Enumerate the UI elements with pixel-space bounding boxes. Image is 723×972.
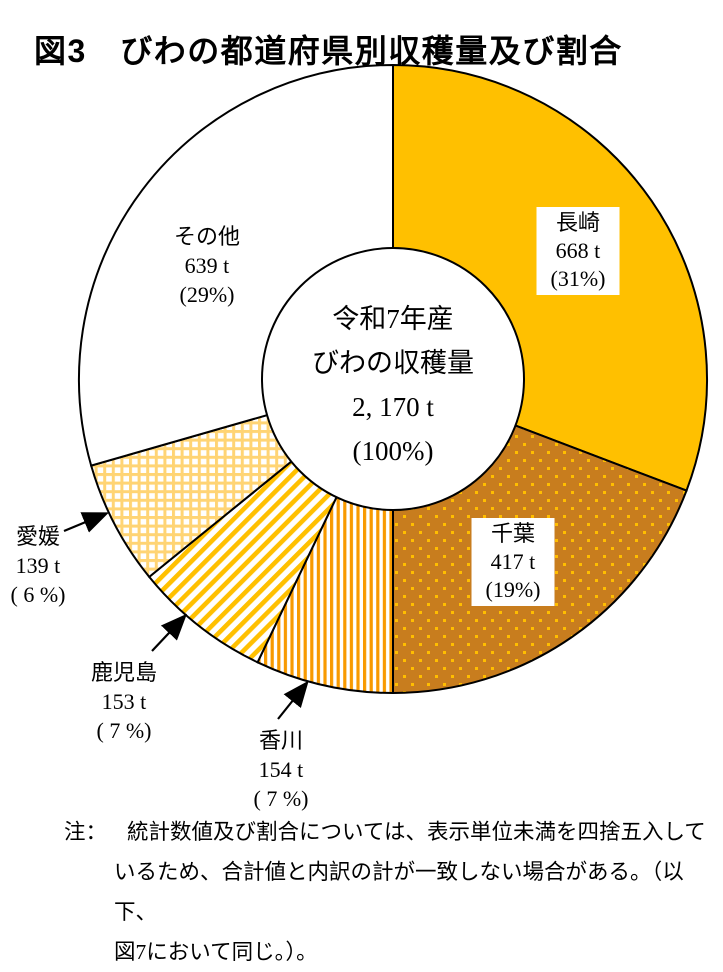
chiba-name: 千葉 [490, 521, 536, 546]
kagoshima-pct: ( 7 %) [96, 718, 152, 743]
center-label-line2: びわの収穫量 [312, 348, 474, 378]
ehime-tons: 139 t [15, 553, 61, 578]
label-nagasaki: 長崎 668 t (31%) [536, 207, 620, 295]
kagawa-pct: ( 7 %) [253, 786, 309, 811]
footnote-line2: いるため、合計値と内訳の計が一致しない場合がある。（以下、 [114, 860, 684, 924]
footnote-label: 注： [64, 820, 108, 844]
center-label-line4: (100%) [352, 436, 434, 466]
label-kagawa: 香川 154 t ( 7 %) [254, 726, 309, 813]
label-ehime: 愛媛 139 t ( 6 %) [11, 522, 66, 609]
kagoshima-tons: 153 t [101, 689, 147, 714]
label-kagoshima: 鹿児島 153 t ( 7 %) [91, 658, 157, 745]
donut-hole [261, 247, 525, 511]
sonota-tons: 639 t [184, 253, 230, 278]
ehime-pct: ( 6 %) [10, 582, 66, 607]
label-chiba: 千葉 417 t (19%) [471, 518, 555, 606]
nagasaki-tons: 668 t [555, 238, 601, 263]
figure-title: 図3 びわの都道府県別収穫量及び割合 [34, 33, 623, 70]
chiba-tons: 417 t [490, 549, 536, 574]
ehime-label-arrow [63, 512, 110, 533]
footnote-text1: 統計数値及び割合については、表示単位未満を四捨五入して [127, 820, 706, 844]
ehime-name: 愛媛 [15, 524, 61, 549]
nagasaki-pct: (31%) [550, 266, 606, 291]
kagawa-tons: 154 t [258, 757, 304, 782]
footnote-line1: 注： 統計数値及び割合については、表示単位未満を四捨五入して [64, 812, 712, 852]
label-sonota: その他 639 t (29%) [174, 222, 240, 309]
center-label-line1: 令和7年産 [332, 304, 454, 334]
sonota-pct: (29%) [179, 282, 235, 307]
kagawa-name: 香川 [258, 728, 304, 753]
nagasaki-name: 長崎 [555, 210, 601, 235]
loquat-donut-chart [63, 63, 708, 720]
sonota-name: その他 [173, 224, 241, 249]
kagoshima-name: 鹿児島 [90, 660, 158, 685]
donut-center-label: 令和7年産 びわの収穫量 2, 170 t (100%) [312, 297, 474, 473]
footnote-line3: 図7において同じ。）。 [114, 940, 318, 964]
center-label-line3: 2, 170 t [352, 392, 434, 422]
kagoshima-label-arrow [151, 613, 188, 652]
footnote: 注： 統計数値及び割合については、表示単位未満を四捨五入して いるため、合計値と内… [64, 812, 712, 972]
kagawa-label-arrow [277, 680, 309, 720]
chiba-pct: (19%) [485, 577, 541, 602]
